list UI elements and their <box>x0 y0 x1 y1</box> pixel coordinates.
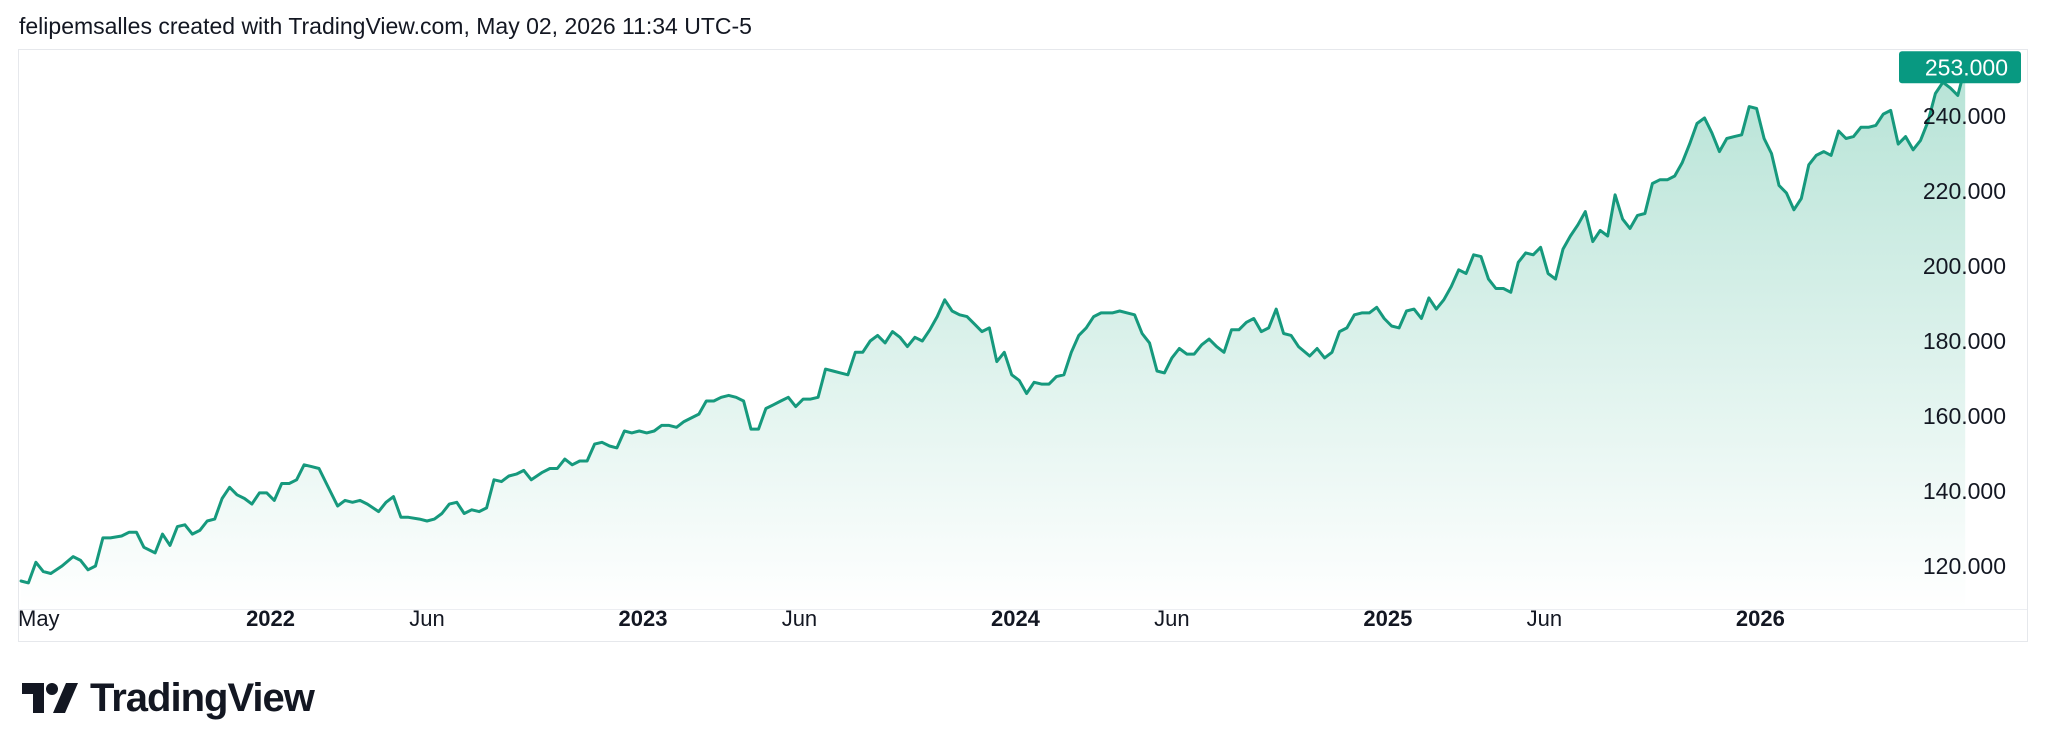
x-tick-label: Jun <box>782 606 817 631</box>
x-tick-label: Jun <box>409 606 444 631</box>
y-tick-label: 220.000 <box>1923 178 2006 204</box>
time-axis: May 2022 Jun 2023 Jun 2024 Jun 2025 Jun 2026 <box>18 606 1785 631</box>
y-tick-label: 160.000 <box>1923 403 2006 429</box>
x-tick-label: 2024 <box>991 606 1041 631</box>
y-tick-label: 180.000 <box>1923 328 2006 354</box>
series-area <box>21 67 1966 610</box>
attribution-text: felipemsalles created with TradingView.c… <box>19 13 752 39</box>
tradingview-logo-icon <box>22 683 78 713</box>
series-line <box>19 65 1967 585</box>
chart-frame <box>18 49 2028 642</box>
last-price-badge: 253.000 <box>1899 51 2021 84</box>
area-fill-layer <box>21 67 1966 610</box>
y-tick-label: 240.000 <box>1923 103 2006 129</box>
x-tick-label: 2025 <box>1363 606 1412 631</box>
x-tick-label: May <box>18 606 60 631</box>
price-line-layer <box>19 65 1967 585</box>
x-tick-label: 2022 <box>246 606 295 631</box>
x-tick-label: Jun <box>1527 606 1562 631</box>
last-price-badge-bg <box>1899 51 2021 84</box>
tradingview-brand: TradingView <box>22 675 315 720</box>
x-tick-label: Jun <box>1154 606 1189 631</box>
y-tick-label: 140.000 <box>1923 478 2006 504</box>
y-tick-label: 200.000 <box>1923 253 2006 279</box>
price-axis: 120.000 140.000 160.000 180.000 200.000 220.0… <box>1923 103 2006 579</box>
x-tick-label: 2026 <box>1736 606 1785 631</box>
brand-name: TradingView <box>90 675 315 720</box>
y-tick-label: 120.000 <box>1923 553 2006 579</box>
x-tick-label: 2023 <box>619 606 668 631</box>
last-price-label: 253.000 <box>1925 54 2008 80</box>
